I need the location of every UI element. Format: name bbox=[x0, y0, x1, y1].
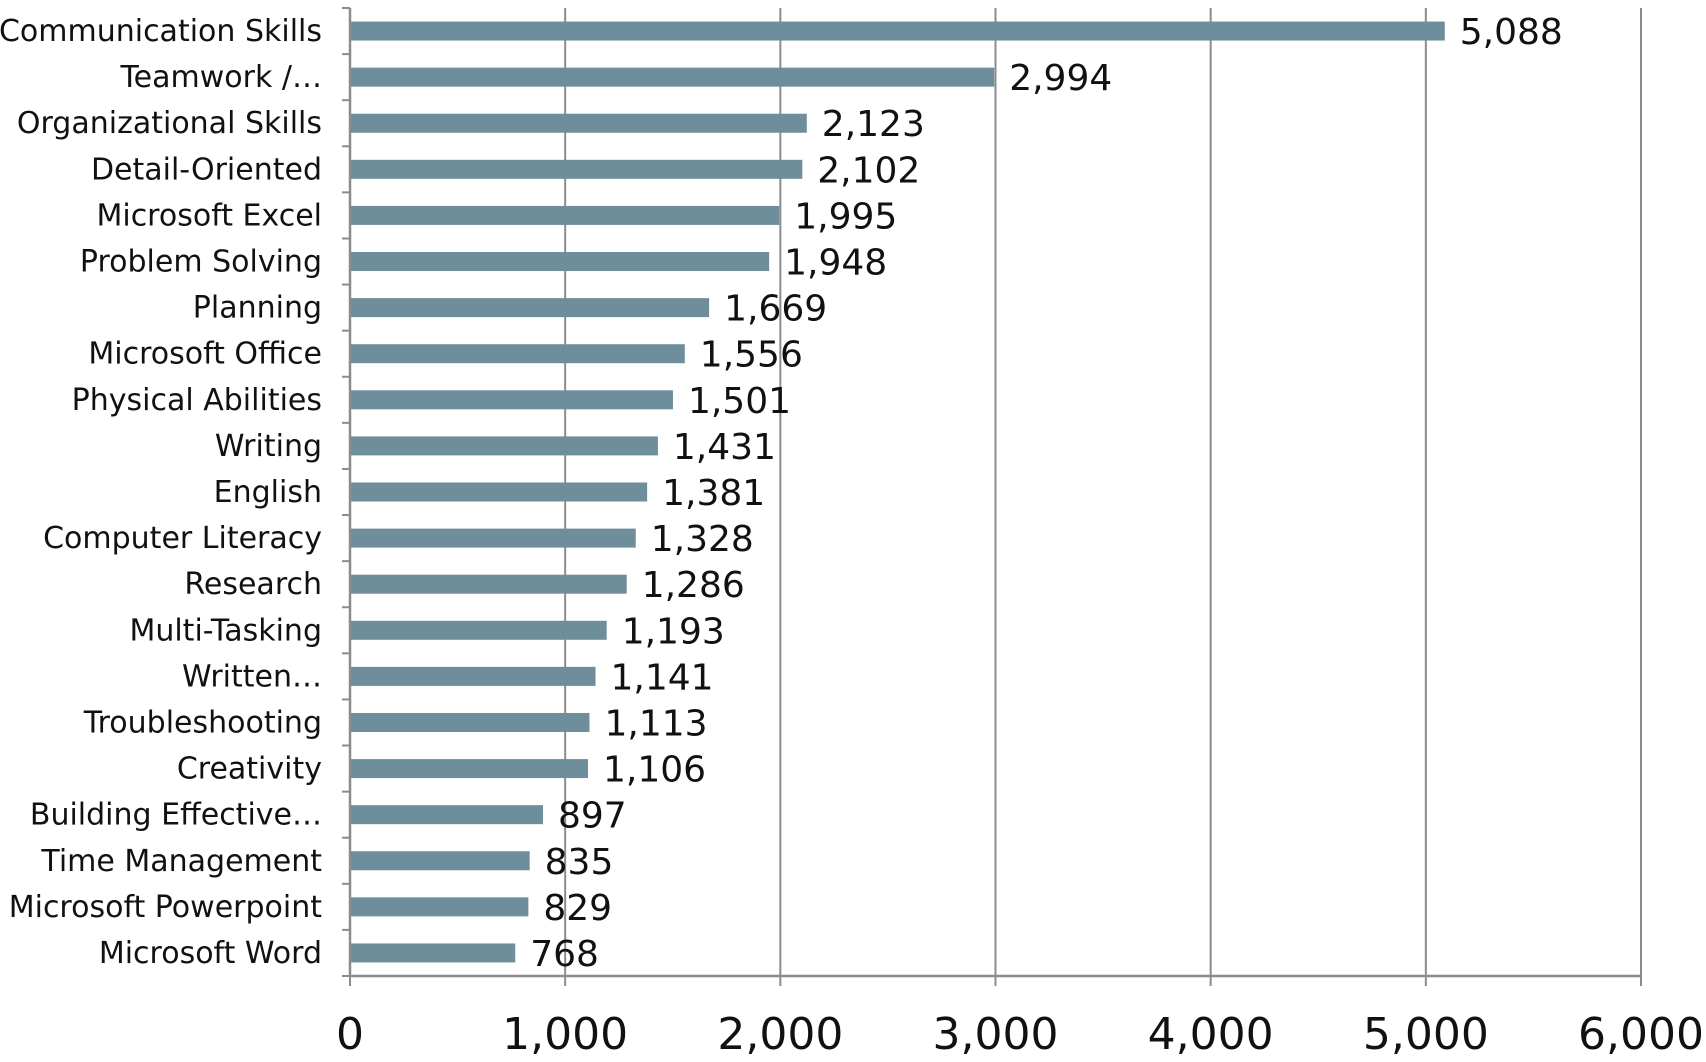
bar bbox=[350, 620, 607, 640]
category-label: Organizational Skills bbox=[17, 106, 322, 141]
bar bbox=[350, 159, 803, 179]
category-label: Planning bbox=[193, 291, 322, 326]
x-tick-label: 4,000 bbox=[1148, 1009, 1274, 1057]
bar bbox=[350, 759, 588, 779]
category-label: Multi-Tasking bbox=[129, 613, 322, 648]
x-tick-label: 5,000 bbox=[1363, 1009, 1489, 1057]
bar bbox=[350, 943, 516, 963]
data-label: 1,193 bbox=[622, 611, 725, 652]
data-label: 835 bbox=[545, 842, 614, 883]
bars bbox=[350, 21, 1445, 963]
bar bbox=[350, 851, 530, 871]
bar bbox=[350, 205, 780, 225]
axes bbox=[342, 7, 1642, 986]
category-label: English bbox=[214, 475, 322, 510]
category-label: Troubleshooting bbox=[83, 705, 322, 740]
bar bbox=[350, 298, 710, 318]
bar bbox=[350, 436, 658, 456]
category-label: Written… bbox=[182, 659, 322, 694]
bar bbox=[350, 252, 770, 272]
data-label: 1,995 bbox=[794, 196, 897, 237]
data-label: 1,141 bbox=[611, 657, 714, 698]
data-label: 1,286 bbox=[642, 565, 745, 606]
category-label: Computer Literacy bbox=[43, 521, 322, 556]
data-label: 897 bbox=[558, 796, 627, 837]
x-tick-label: 1,000 bbox=[502, 1009, 628, 1057]
x-tick-label: 3,000 bbox=[933, 1009, 1059, 1057]
category-label: Writing bbox=[215, 429, 322, 464]
bar bbox=[350, 805, 544, 825]
category-label: Microsoft Office bbox=[88, 337, 322, 372]
bar bbox=[350, 21, 1445, 41]
data-label: 1,381 bbox=[662, 473, 765, 514]
category-label: Communication Skills bbox=[0, 14, 322, 49]
data-label: 1,501 bbox=[688, 381, 791, 422]
category-label: Problem Solving bbox=[80, 245, 322, 280]
data-label: 768 bbox=[530, 934, 599, 975]
data-label: 1,113 bbox=[604, 703, 707, 744]
category-label: Physical Abilities bbox=[72, 383, 322, 418]
category-label: Research bbox=[184, 567, 322, 602]
data-label: 2,102 bbox=[817, 150, 920, 191]
data-label: 1,431 bbox=[673, 427, 776, 468]
data-label: 1,328 bbox=[651, 519, 754, 560]
category-label: Teamwork /… bbox=[119, 60, 322, 95]
data-label: 2,994 bbox=[1009, 58, 1112, 99]
category-label: Microsoft Excel bbox=[96, 198, 322, 233]
category-label: Microsoft Powerpoint bbox=[9, 890, 323, 925]
labels: 0 1,000 2,000 3,000 4,000 5,000 6,000 Communica… bbox=[0, 12, 1704, 1060]
bar bbox=[350, 344, 685, 364]
data-label: 2,123 bbox=[822, 104, 925, 145]
bar bbox=[350, 113, 807, 133]
data-label: 1,556 bbox=[700, 335, 803, 376]
bar bbox=[350, 712, 590, 732]
x-tick-label: 6,000 bbox=[1578, 1009, 1704, 1057]
data-label: 1,669 bbox=[724, 289, 827, 330]
category-label: Time Management bbox=[40, 844, 322, 879]
data-label: 829 bbox=[543, 888, 612, 929]
category-label: Building Effective… bbox=[30, 798, 322, 833]
category-label: Detail-Oriented bbox=[91, 152, 322, 187]
bar bbox=[350, 482, 648, 502]
data-label: 5,088 bbox=[1460, 12, 1563, 53]
bar bbox=[350, 390, 673, 410]
data-label: 1,948 bbox=[784, 243, 887, 284]
bar bbox=[350, 67, 995, 87]
bar bbox=[350, 528, 636, 548]
x-tick-label: 2,000 bbox=[717, 1009, 843, 1057]
data-label: 1,106 bbox=[603, 750, 706, 791]
bar bbox=[350, 574, 627, 594]
bar bbox=[350, 666, 596, 686]
category-label: Microsoft Word bbox=[99, 936, 322, 971]
x-tick-label: 0 bbox=[336, 1009, 364, 1057]
category-label: Creativity bbox=[177, 752, 322, 787]
bar bbox=[350, 897, 529, 917]
